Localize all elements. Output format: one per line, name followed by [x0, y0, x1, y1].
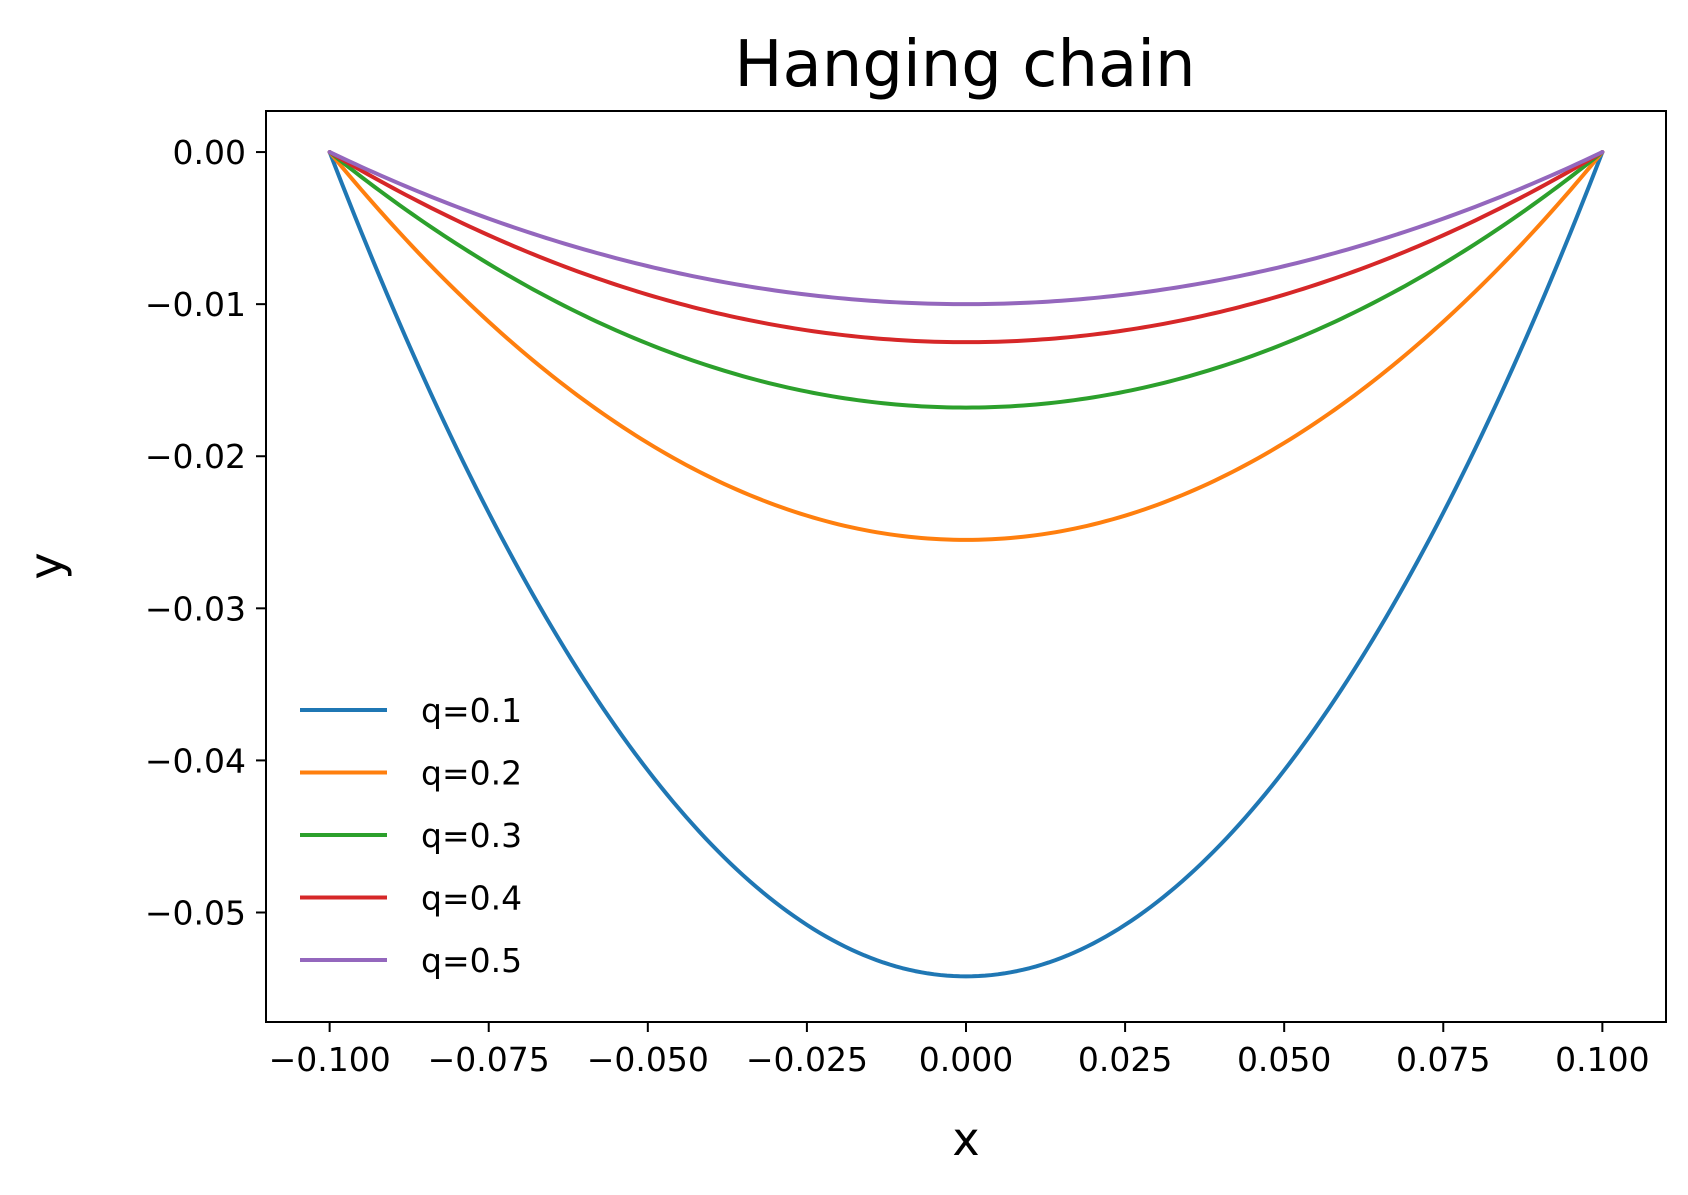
y-tick-label: −0.04 — [145, 741, 246, 780]
legend-label: q=0.4 — [421, 879, 522, 918]
legend: q=0.1 q=0.2 q=0.3 q=0.4 q=0.5 — [300, 691, 522, 980]
y-tick-label: −0.05 — [145, 893, 246, 932]
series-line-1 — [327, 150, 1605, 979]
legend-label: q=0.2 — [421, 754, 522, 793]
legend-label: q=0.5 — [421, 941, 522, 980]
x-tick-label: −0.025 — [746, 1040, 868, 1079]
plot-frame — [265, 110, 1667, 1023]
x-tick-label: 0.075 — [1396, 1040, 1490, 1079]
y-tick-label: 0.00 — [173, 133, 246, 172]
x-tick-label: 0.050 — [1237, 1040, 1331, 1079]
series-line-2 — [327, 150, 1605, 542]
y-axis-label: y — [19, 552, 73, 579]
x-axis-label: x — [952, 1112, 979, 1166]
series-line-5 — [327, 150, 1605, 307]
x-tick-label: −0.075 — [428, 1040, 550, 1079]
x-tick-label: 0.100 — [1555, 1040, 1649, 1079]
chart-title: Hanging chain — [734, 28, 1195, 102]
x-tick-label: −0.050 — [587, 1040, 709, 1079]
legend-label: q=0.1 — [421, 691, 522, 730]
x-tick-label: −0.100 — [269, 1040, 391, 1079]
series-line-3 — [327, 150, 1605, 410]
series-lines — [327, 150, 1605, 979]
x-axis-ticks: −0.100 −0.075 −0.050 −0.025 0.000 0.025 0.050 0… — [269, 1022, 1650, 1079]
y-tick-label: −0.03 — [145, 589, 246, 628]
x-tick-label: 0.000 — [919, 1040, 1013, 1079]
y-tick-label: −0.02 — [145, 437, 246, 476]
y-axis-ticks: 0.00 −0.01 −0.02 −0.03 −0.04 −0.05 — [145, 133, 266, 932]
series-line-4 — [327, 150, 1605, 345]
x-tick-label: 0.025 — [1078, 1040, 1172, 1079]
legend-label: q=0.3 — [421, 816, 522, 855]
y-tick-label: −0.01 — [145, 285, 246, 324]
